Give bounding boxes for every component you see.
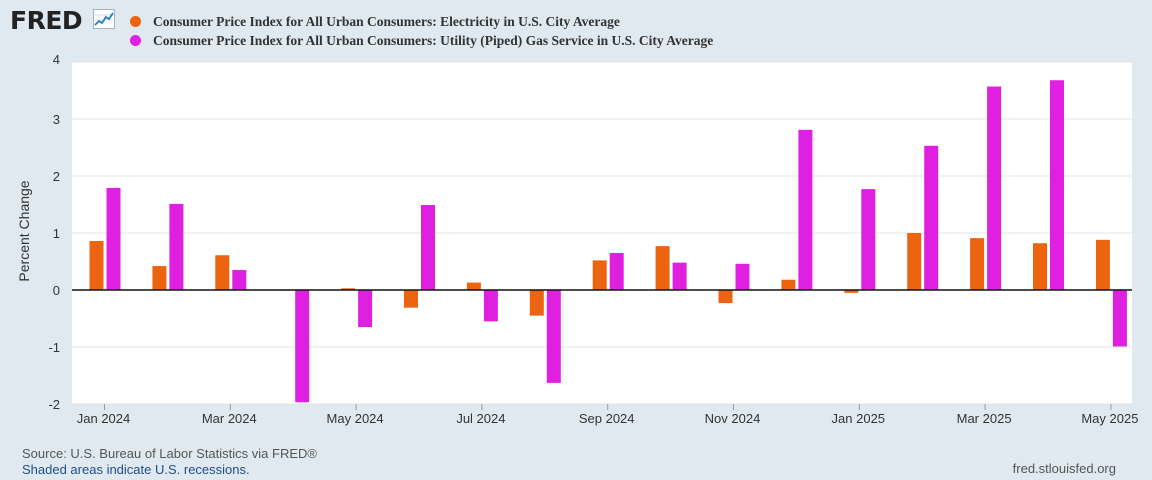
- fred-logo[interactable]: FRED: [10, 6, 83, 35]
- x-tick-label: Jan 2024: [77, 411, 131, 426]
- bar-electricity-9[interactable]: [655, 246, 670, 290]
- x-tick-label: Jan 2025: [832, 411, 886, 426]
- bar-gas-7[interactable]: [546, 290, 561, 383]
- bar-electricity-12[interactable]: [844, 290, 859, 293]
- recession-note-link[interactable]: Shaded areas indicate U.S. recessions.: [22, 462, 250, 477]
- x-tick-label: May 2024: [327, 411, 384, 426]
- bar-gas-16[interactable]: [1112, 290, 1127, 347]
- y-axis-title: Percent Change: [16, 180, 32, 281]
- bar-gas-0[interactable]: [106, 187, 121, 290]
- bar-electricity-10[interactable]: [718, 290, 733, 304]
- bar-electricity-5[interactable]: [404, 290, 418, 308]
- y-tick-label: 1: [53, 226, 60, 241]
- x-tick-label: Nov 2024: [705, 411, 761, 426]
- bar-chart: 4 3 2 1 0 -1 -2 Jan 2024 Mar 2024 May 2024 Jul 202…: [16, 52, 1138, 426]
- legend-item-gas[interactable]: Consumer Price Index for All Urban Consu…: [130, 31, 713, 50]
- x-tick-label: Sep 2024: [579, 411, 635, 426]
- bar-electricity-14[interactable]: [970, 238, 985, 290]
- bar-electricity-16[interactable]: [1095, 239, 1110, 290]
- bar-gas-2[interactable]: [232, 270, 247, 290]
- footer-notes: Source: U.S. Bureau of Labor Statistics …: [22, 446, 317, 478]
- y-tick-label: -2: [48, 397, 60, 412]
- bar-gas-3[interactable]: [295, 290, 310, 403]
- bar-electricity-15[interactable]: [1033, 243, 1047, 290]
- bar-gas-6[interactable]: [483, 290, 498, 322]
- x-tick-label: May 2025: [1081, 411, 1138, 426]
- bar-gas-10[interactable]: [735, 263, 750, 290]
- bar-electricity-0[interactable]: [89, 240, 104, 290]
- bar-electricity-6[interactable]: [466, 282, 481, 290]
- legend: Consumer Price Index for All Urban Consu…: [130, 12, 713, 50]
- y-tick-label: 4: [53, 52, 60, 67]
- legend-swatch-gas: [130, 35, 141, 46]
- header: FRED Consumer Price Index for All Urban …: [0, 0, 1152, 56]
- bar-gas-1[interactable]: [169, 203, 184, 290]
- legend-label-electricity: Consumer Price Index for All Urban Consu…: [153, 13, 620, 29]
- bar-electricity-1[interactable]: [152, 266, 167, 290]
- site-url[interactable]: fred.stlouisfed.org: [1012, 461, 1116, 476]
- legend-swatch-electricity: [130, 16, 141, 27]
- bar-gas-12[interactable]: [861, 189, 876, 290]
- source-note: Source: U.S. Bureau of Labor Statistics …: [22, 446, 317, 461]
- bar-electricity-8[interactable]: [592, 260, 607, 290]
- bar-electricity-13[interactable]: [907, 233, 922, 290]
- bar-electricity-7[interactable]: [529, 290, 544, 316]
- legend-label-gas: Consumer Price Index for All Urban Consu…: [153, 32, 714, 48]
- bar-electricity-2[interactable]: [215, 255, 230, 290]
- bar-gas-4[interactable]: [358, 290, 373, 328]
- legend-item-electricity[interactable]: Consumer Price Index for All Urban Consu…: [130, 12, 713, 31]
- x-tick-label: Mar 2024: [202, 411, 257, 426]
- bar-gas-5[interactable]: [421, 205, 435, 290]
- bar-gas-13[interactable]: [924, 145, 939, 290]
- bar-gas-15[interactable]: [1050, 80, 1064, 291]
- bar-gas-9[interactable]: [672, 262, 687, 290]
- y-tick-label: 2: [53, 169, 60, 184]
- chart-line-icon: [93, 9, 115, 29]
- bar-gas-11[interactable]: [798, 129, 813, 290]
- bar-gas-14[interactable]: [987, 86, 1002, 290]
- y-tick-label: 3: [53, 112, 60, 127]
- x-tick-label: Mar 2025: [957, 411, 1012, 426]
- bar-electricity-4[interactable]: [341, 288, 356, 290]
- bar-gas-8[interactable]: [609, 252, 624, 290]
- y-tick-label: -1: [48, 340, 60, 355]
- x-tick-label: Jul 2024: [456, 411, 505, 426]
- y-tick-label: 0: [53, 283, 60, 298]
- bar-electricity-11[interactable]: [781, 279, 796, 290]
